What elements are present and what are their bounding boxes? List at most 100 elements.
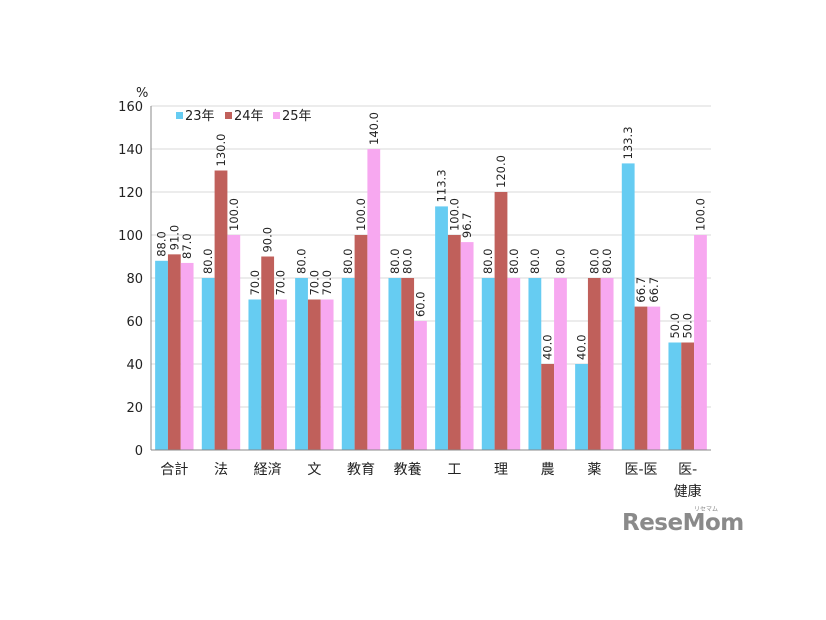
x-category-label: 農 bbox=[541, 462, 555, 478]
data-label: 113.3 bbox=[435, 169, 449, 202]
y-tick-label: 100 bbox=[118, 229, 143, 244]
bar-25年-8 bbox=[554, 278, 567, 450]
bar-23年-7 bbox=[481, 278, 495, 450]
resemom-logo-kana: リセマム bbox=[694, 506, 719, 513]
y-tick-label: 120 bbox=[118, 186, 143, 201]
bar-24年-10 bbox=[634, 306, 648, 450]
bar-24年-2 bbox=[261, 256, 275, 450]
x-category-label: 医- bbox=[678, 462, 697, 478]
data-label: 90.0 bbox=[261, 227, 275, 253]
data-label: 130.0 bbox=[214, 134, 228, 167]
y-tick-label: 0 bbox=[135, 444, 143, 459]
bar-23年-0 bbox=[155, 260, 168, 450]
x-category-label: 教育 bbox=[347, 462, 375, 478]
x-category-label: 工 bbox=[447, 462, 461, 478]
bar-23年-6 bbox=[435, 206, 448, 450]
x-category-label: 合計 bbox=[160, 462, 188, 478]
resemom-logo: ReseMom bbox=[622, 510, 744, 536]
data-label: 66.7 bbox=[634, 277, 648, 303]
data-label: 133.3 bbox=[621, 126, 635, 159]
data-label: 80.0 bbox=[587, 248, 601, 274]
bar-24年-9 bbox=[587, 278, 601, 450]
bar-25年-4 bbox=[367, 149, 381, 450]
data-label: 80.0 bbox=[401, 248, 415, 274]
bar-23年-11 bbox=[668, 342, 682, 450]
x-category-label: 文 bbox=[307, 462, 321, 478]
data-label: 100.0 bbox=[354, 198, 368, 231]
bar-25年-6 bbox=[460, 242, 474, 450]
x-category-label: 医-医 bbox=[624, 462, 657, 478]
bar-25年-3 bbox=[320, 299, 334, 450]
x-category-label: 健康 bbox=[674, 483, 702, 500]
bar-23年-2 bbox=[248, 299, 262, 450]
data-label: 91.0 bbox=[167, 225, 181, 251]
data-label: 80.0 bbox=[295, 248, 309, 274]
legend: 23年 24年 25年 bbox=[176, 109, 312, 124]
gridlines bbox=[151, 105, 711, 408]
data-label: 80.0 bbox=[507, 248, 521, 274]
data-label: 50.0 bbox=[681, 313, 695, 339]
data-label: 66.7 bbox=[647, 277, 661, 303]
data-label: 100.0 bbox=[447, 198, 461, 231]
bar-25年-9 bbox=[600, 278, 614, 450]
data-label: 40.0 bbox=[575, 334, 589, 360]
legend-swatch-23年 bbox=[176, 112, 183, 119]
y-axis-unit-label: % bbox=[136, 86, 148, 101]
legend-label: 24年 bbox=[234, 109, 264, 124]
data-label: 70.0 bbox=[273, 270, 287, 296]
bar-24年-3 bbox=[307, 299, 321, 450]
bar-24年-6 bbox=[447, 235, 461, 450]
bar-24年-5 bbox=[401, 278, 415, 450]
data-label: 70.0 bbox=[307, 270, 321, 296]
bar-23年-10 bbox=[621, 163, 635, 450]
legend-label: 25年 bbox=[282, 109, 312, 124]
x-category-label: 法 bbox=[214, 462, 228, 478]
data-label: 100.0 bbox=[227, 198, 241, 231]
x-category-label: 教養 bbox=[394, 461, 422, 478]
bar-24年-1 bbox=[214, 170, 228, 450]
bar-23年-3 bbox=[295, 278, 308, 450]
data-label: 40.0 bbox=[541, 334, 555, 360]
data-label: 100.0 bbox=[693, 198, 707, 231]
x-axis-categories: 合計 法 経済 文 教育 教養 工 理 農 薬 医-医 医- 健康 bbox=[160, 461, 701, 500]
bar-24年-0 bbox=[167, 254, 181, 450]
y-tick-label: 40 bbox=[126, 358, 143, 373]
bar-24年-8 bbox=[541, 364, 555, 450]
bar-23年-9 bbox=[575, 364, 588, 450]
bar-25年-0 bbox=[180, 262, 194, 450]
data-label: 50.0 bbox=[668, 313, 682, 339]
x-category-label: 理 bbox=[494, 462, 508, 478]
bar-25年-1 bbox=[227, 235, 241, 450]
data-label: 96.7 bbox=[460, 212, 474, 238]
bar-25年-10 bbox=[647, 306, 661, 450]
data-label: 80.0 bbox=[553, 248, 567, 274]
bar-23年-1 bbox=[201, 278, 215, 450]
x-category-label: 経済 bbox=[254, 462, 282, 478]
data-label: 80.0 bbox=[600, 248, 614, 274]
bar-24年-11 bbox=[681, 342, 695, 450]
x-category-label: 薬 bbox=[587, 462, 601, 478]
bar-24年-4 bbox=[354, 235, 368, 450]
legend-label: 23年 bbox=[185, 109, 215, 124]
bars bbox=[155, 149, 707, 450]
bar-25年-11 bbox=[694, 235, 707, 450]
data-label: 70.0 bbox=[248, 270, 262, 296]
bar-23年-8 bbox=[528, 278, 542, 450]
data-label: 80.0 bbox=[481, 248, 495, 274]
data-label: 70.0 bbox=[320, 270, 334, 296]
data-label: 60.0 bbox=[413, 291, 427, 317]
bar-23年-4 bbox=[341, 278, 355, 450]
legend-swatch-24年 bbox=[225, 112, 232, 119]
bar-25年-7 bbox=[507, 278, 521, 450]
data-label: 80.0 bbox=[341, 248, 355, 274]
y-tick-label: 60 bbox=[126, 315, 143, 330]
data-label: 80.0 bbox=[388, 248, 402, 274]
legend-swatch-25年 bbox=[273, 112, 280, 119]
data-label: 80.0 bbox=[201, 248, 215, 274]
data-label: 88.0 bbox=[155, 231, 169, 257]
data-label: 80.0 bbox=[528, 248, 542, 274]
y-tick-label: 140 bbox=[118, 143, 143, 158]
data-label: 120.0 bbox=[494, 155, 508, 188]
